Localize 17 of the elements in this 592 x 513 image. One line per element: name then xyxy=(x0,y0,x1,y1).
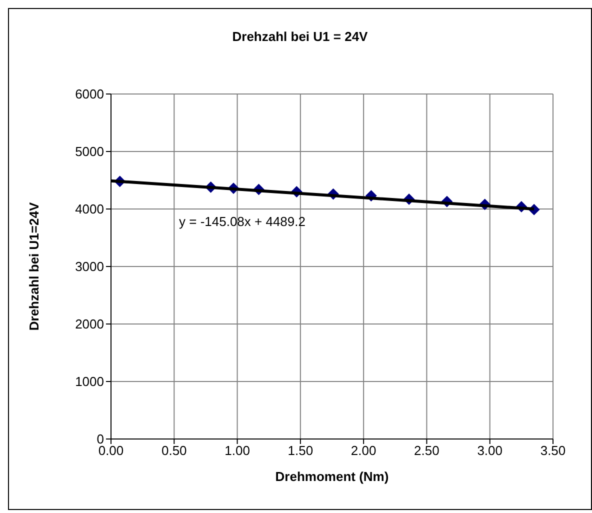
y-tick-label: 6000 xyxy=(75,86,104,102)
y-tick-label: 1000 xyxy=(75,374,104,390)
y-tick-label: 3000 xyxy=(75,259,104,274)
y-axis-title: Drehzahl bei U1=24V xyxy=(26,202,42,331)
chart-title: Drehzahl bei U1 = 24V xyxy=(231,29,369,44)
annotation: y = -145.08x + 4489.2 xyxy=(179,214,306,229)
x-tick-label: 1.50 xyxy=(288,443,314,458)
y-tick-label: 5000 xyxy=(75,144,104,160)
x-tick-label: 2.00 xyxy=(350,443,376,458)
x-tick-label: 0.50 xyxy=(161,443,187,458)
x-tick-label: 1.00 xyxy=(224,443,250,458)
y-tick-label: 2000 xyxy=(75,316,104,332)
x-tick-label: 3.00 xyxy=(477,443,503,458)
x-tick-label: 2.50 xyxy=(414,443,440,458)
y-tick-label: 4000 xyxy=(75,202,104,217)
x-tick-label: 3.50 xyxy=(540,443,566,458)
x-axis-title: Drehmoment (Nm) xyxy=(275,469,389,484)
